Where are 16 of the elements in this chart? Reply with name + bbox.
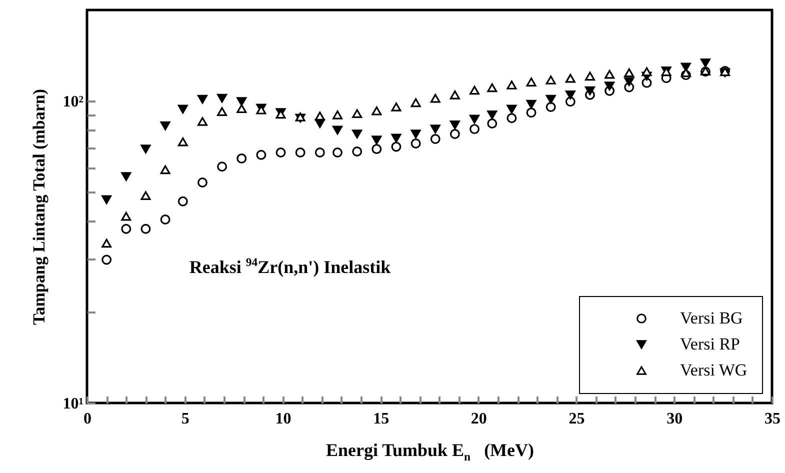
x-tick-label: 15 [373,410,390,428]
x-tick-label: 0 [84,410,92,428]
y-axis-title: Tampang Lintang Total (mbarn) [30,88,49,326]
annotation: Reaksi $^{94}$Zr(n,n') Inelastik [188,256,392,278]
legend-label: Versi WG [680,360,748,380]
x-tick-label: 5 [181,410,190,428]
y-tick-label: 10² [62,93,84,110]
legend-label: Versi BG [680,308,743,328]
x-tick-label: 30 [666,410,683,428]
y-tick-label: 10¹ [62,396,84,412]
legend-label: Versi RP [680,334,740,354]
x-tick-label: 35 [764,410,780,428]
x-axis-title: Energi Tumbuk E$_{n}$ (MeV) [324,440,536,464]
x-tick-label: 20 [470,410,487,428]
x-tick-label: 10 [275,410,292,428]
x-tick-label: 25 [568,410,585,428]
